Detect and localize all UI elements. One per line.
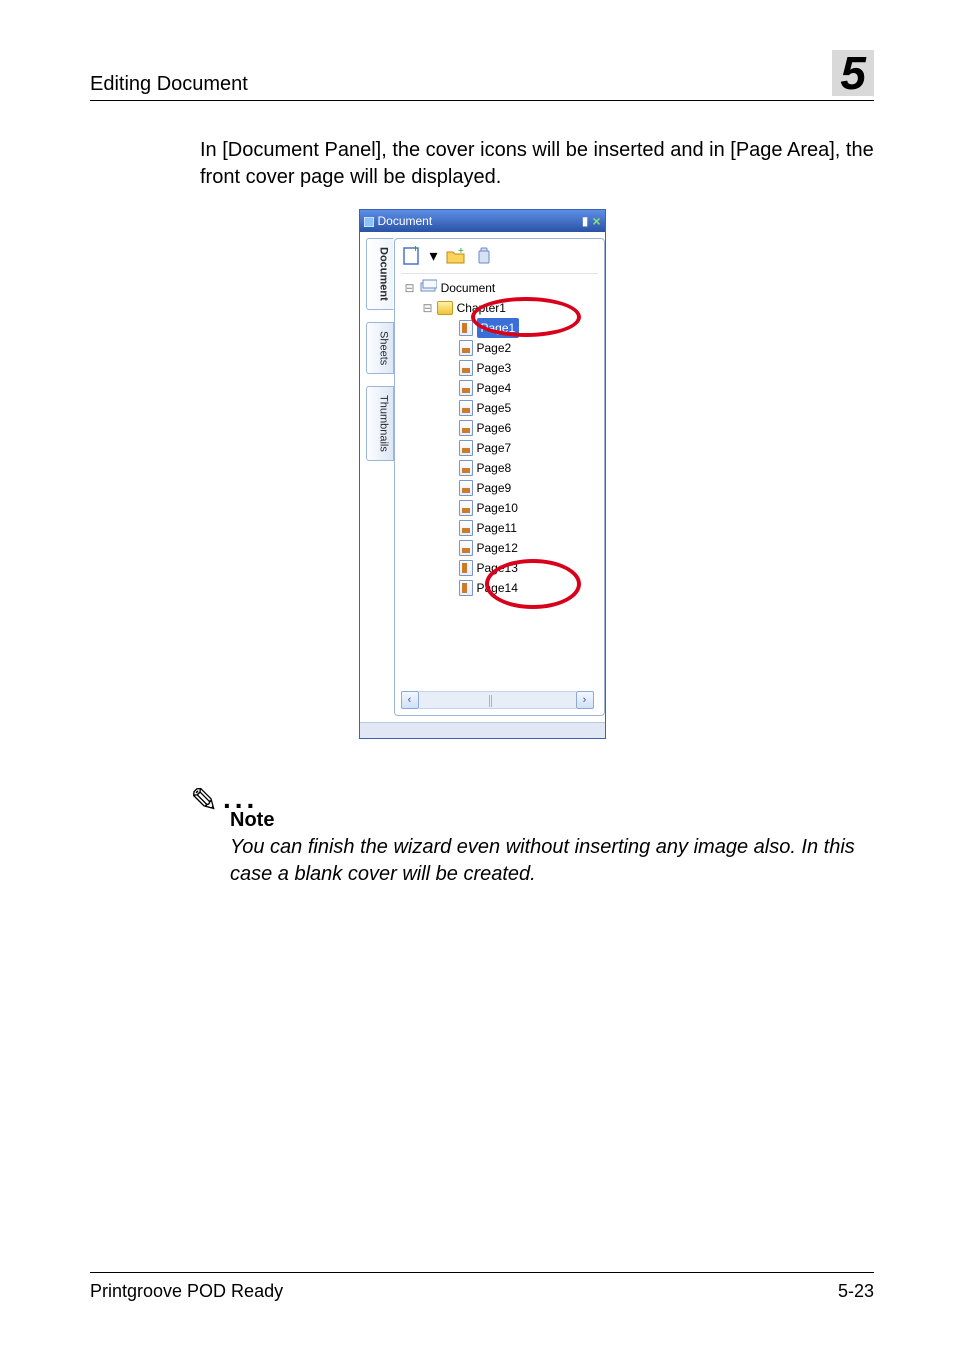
scroll-right-icon[interactable]: › bbox=[576, 691, 594, 709]
tree-root-label: Document bbox=[441, 278, 496, 298]
svg-text:+: + bbox=[412, 246, 419, 255]
page-icon bbox=[459, 400, 473, 416]
tree-page[interactable]: Page8 bbox=[405, 458, 598, 478]
tree-page-label: Page7 bbox=[477, 438, 512, 458]
note-text: You can finish the wizard even without i… bbox=[230, 834, 874, 888]
horizontal-scrollbar[interactable]: ‹ › bbox=[401, 691, 594, 709]
tree-page-label: Page14 bbox=[477, 578, 518, 598]
tree-page[interactable]: Page12 bbox=[405, 538, 598, 558]
note-block: ✎ ... Note You can finish the wizard eve… bbox=[190, 775, 874, 888]
cover-page-icon bbox=[459, 320, 473, 336]
trash-icon[interactable] bbox=[473, 245, 495, 267]
footer-left: Printgroove POD Ready bbox=[90, 1281, 283, 1302]
page-icon bbox=[459, 500, 473, 516]
folder-icon bbox=[437, 301, 453, 315]
tree-page-label: Page13 bbox=[477, 558, 518, 578]
tree-page-label: Page9 bbox=[477, 478, 512, 498]
tree-page[interactable]: Page13 bbox=[405, 558, 598, 578]
tree-page-label: Page12 bbox=[477, 538, 518, 558]
page-icon bbox=[459, 380, 473, 396]
tab-sheets[interactable]: Sheets bbox=[366, 322, 394, 374]
page-icon bbox=[459, 440, 473, 456]
open-folder-icon[interactable]: + bbox=[445, 245, 467, 267]
header-title: Editing Document bbox=[90, 73, 248, 96]
panel-footer-strip bbox=[360, 722, 605, 738]
panel-toolbar: + ▾ + bbox=[401, 245, 598, 274]
tree-page[interactable]: Page14 bbox=[405, 578, 598, 598]
footer-right: 5-23 bbox=[838, 1281, 874, 1302]
document-panel: Document ▮ × Document Sheets Thumbnails … bbox=[359, 209, 606, 739]
note-label: Note bbox=[230, 809, 874, 832]
tree-page-label: Page6 bbox=[477, 418, 512, 438]
tree-page-label: Page8 bbox=[477, 458, 512, 478]
tree-page[interactable]: Page5 bbox=[405, 398, 598, 418]
tree-root[interactable]: ⊟ Document bbox=[405, 278, 598, 298]
tree-page[interactable]: Page7 bbox=[405, 438, 598, 458]
page-icon bbox=[459, 540, 473, 556]
page-icon bbox=[459, 420, 473, 436]
tab-document[interactable]: Document bbox=[366, 238, 394, 310]
tree-page[interactable]: Page10 bbox=[405, 498, 598, 518]
dropdown-arrow-icon[interactable]: ▾ bbox=[429, 245, 439, 267]
page-icon bbox=[459, 520, 473, 536]
tree-page[interactable]: Page2 bbox=[405, 338, 598, 358]
page-icon bbox=[459, 360, 473, 376]
chapter-number-box: 5 bbox=[832, 50, 874, 96]
tree-chapter[interactable]: ⊟ Chapter1 bbox=[405, 298, 598, 318]
cover-page-icon bbox=[459, 580, 473, 596]
panel-title: Document bbox=[378, 214, 433, 228]
tree-page-label: Page10 bbox=[477, 498, 518, 518]
scroll-track[interactable] bbox=[419, 691, 576, 709]
tree-area: + ▾ + ⊟ bbox=[394, 238, 605, 716]
document-tree: ⊟ Document ⊟ Chapter1 bbox=[401, 278, 598, 598]
new-doc-icon[interactable]: + bbox=[401, 245, 423, 267]
page-icon bbox=[459, 480, 473, 496]
page-icon bbox=[459, 460, 473, 476]
page-header: Editing Document 5 bbox=[90, 50, 874, 101]
page-footer: Printgroove POD Ready 5-23 bbox=[90, 1272, 874, 1302]
tree-page-label: Page3 bbox=[477, 358, 512, 378]
cover-page-icon bbox=[459, 560, 473, 576]
pin-icon[interactable]: ▮ bbox=[582, 214, 589, 228]
tree-page[interactable]: Page1 bbox=[405, 318, 598, 338]
tree-page[interactable]: Page9 bbox=[405, 478, 598, 498]
chapter-number: 5 bbox=[840, 50, 866, 96]
tree-page-label: Page11 bbox=[477, 518, 517, 538]
tree-connector: ⊟ bbox=[405, 278, 415, 298]
side-tabs: Document Sheets Thumbnails bbox=[366, 238, 394, 716]
tree-chapter-label: Chapter1 bbox=[457, 298, 506, 318]
tree-page-label: Page2 bbox=[477, 338, 512, 358]
tree-page[interactable]: Page11 bbox=[405, 518, 598, 538]
tree-page-label: Page4 bbox=[477, 378, 512, 398]
scroll-left-icon[interactable]: ‹ bbox=[401, 691, 419, 709]
note-hand-icon: ✎ bbox=[190, 781, 219, 821]
page-icon bbox=[459, 340, 473, 356]
tree-page[interactable]: Page3 bbox=[405, 358, 598, 378]
tree-page-label: Page5 bbox=[477, 398, 512, 418]
panel-app-icon bbox=[364, 216, 374, 226]
tab-thumbnails[interactable]: Thumbnails bbox=[366, 386, 394, 461]
panel-titlebar[interactable]: Document ▮ × bbox=[360, 210, 605, 232]
tree-connector: ⊟ bbox=[423, 298, 433, 318]
document-stack-icon bbox=[419, 277, 437, 299]
close-icon[interactable]: × bbox=[592, 213, 600, 229]
intro-paragraph: In [Document Panel], the cover icons wil… bbox=[200, 137, 874, 191]
tree-page-label: Page1 bbox=[477, 318, 520, 338]
svg-text:+: + bbox=[458, 248, 464, 257]
tree-page[interactable]: Page4 bbox=[405, 378, 598, 398]
tree-page[interactable]: Page6 bbox=[405, 418, 598, 438]
